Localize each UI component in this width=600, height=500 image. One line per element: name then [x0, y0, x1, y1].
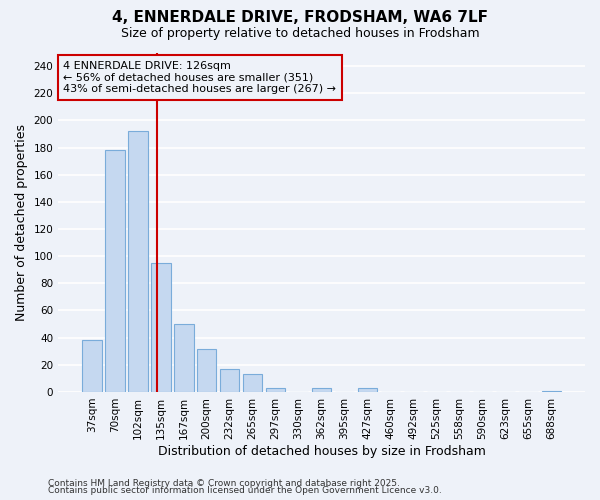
Bar: [82, 340, 101, 392]
Text: 4, ENNERDALE DRIVE, FRODSHAM, WA6 7LF: 4, ENNERDALE DRIVE, FRODSHAM, WA6 7LF: [112, 10, 488, 25]
Bar: [220, 369, 239, 392]
Bar: [174, 324, 194, 392]
Bar: [151, 263, 170, 392]
Bar: [542, 390, 561, 392]
Text: Contains public sector information licensed under the Open Government Licence v3: Contains public sector information licen…: [48, 486, 442, 495]
Bar: [105, 150, 125, 392]
Bar: [358, 388, 377, 392]
Bar: [128, 132, 148, 392]
Text: Size of property relative to detached houses in Frodsham: Size of property relative to detached ho…: [121, 28, 479, 40]
X-axis label: Distribution of detached houses by size in Frodsham: Distribution of detached houses by size …: [158, 444, 485, 458]
Text: Contains HM Land Registry data © Crown copyright and database right 2025.: Contains HM Land Registry data © Crown c…: [48, 478, 400, 488]
Bar: [312, 388, 331, 392]
Bar: [243, 374, 262, 392]
Bar: [197, 348, 217, 392]
Text: 4 ENNERDALE DRIVE: 126sqm
← 56% of detached houses are smaller (351)
43% of semi: 4 ENNERDALE DRIVE: 126sqm ← 56% of detac…: [64, 61, 337, 94]
Bar: [266, 388, 286, 392]
Y-axis label: Number of detached properties: Number of detached properties: [15, 124, 28, 320]
